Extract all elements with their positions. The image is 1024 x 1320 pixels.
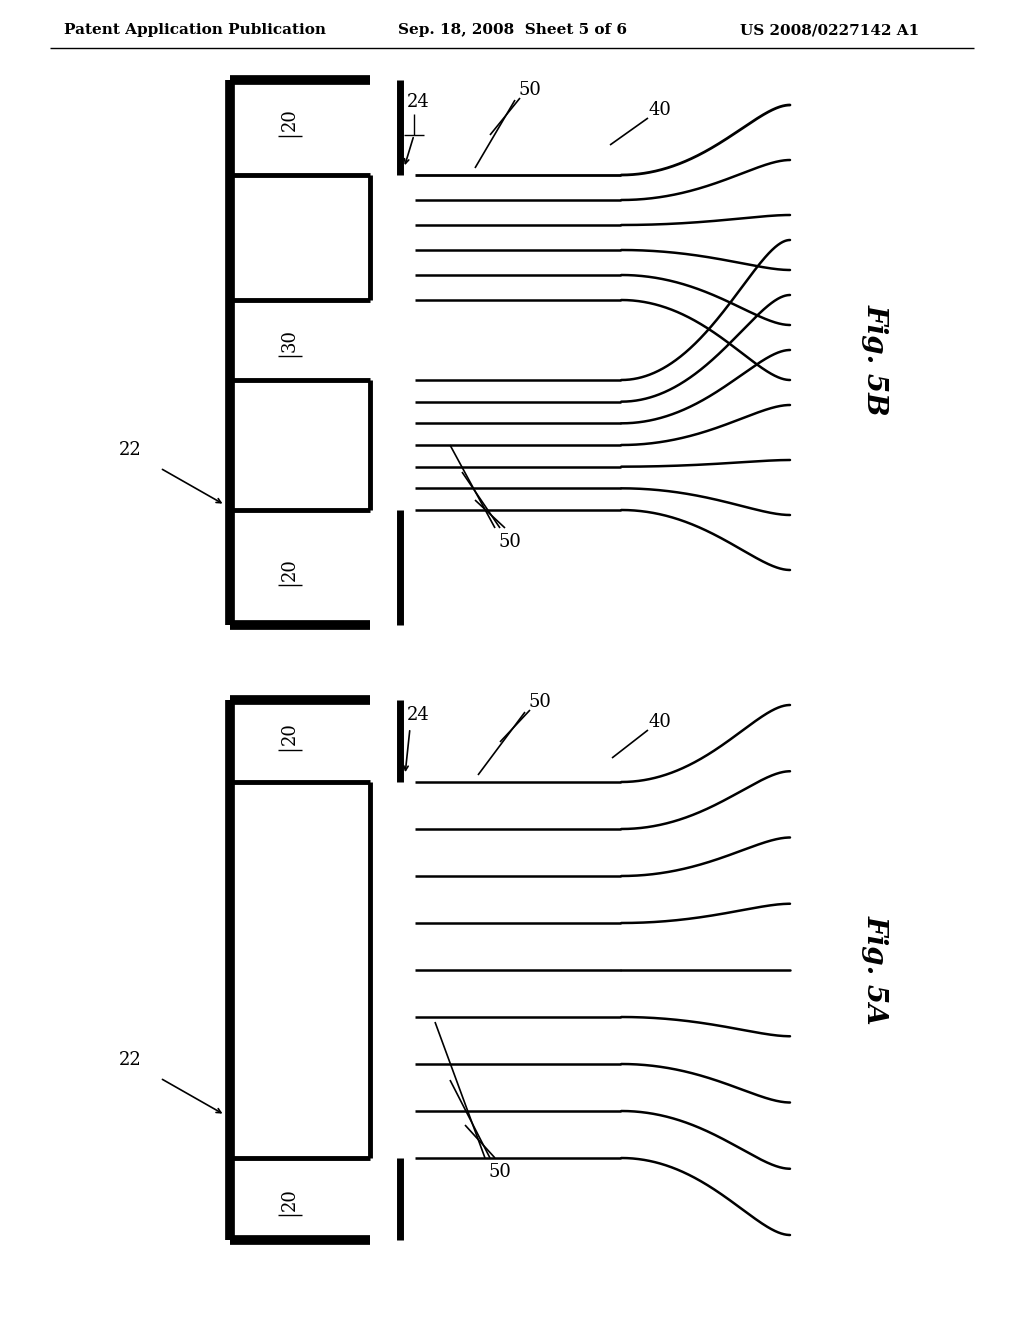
Text: 20: 20 bbox=[281, 108, 299, 132]
Text: 40: 40 bbox=[648, 713, 672, 731]
Text: 20: 20 bbox=[281, 558, 299, 581]
Text: 22: 22 bbox=[119, 441, 141, 459]
Text: Patent Application Publication: Patent Application Publication bbox=[63, 22, 326, 37]
Text: Sep. 18, 2008  Sheet 5 of 6: Sep. 18, 2008 Sheet 5 of 6 bbox=[397, 22, 627, 37]
Text: 50: 50 bbox=[518, 81, 542, 99]
Text: 24: 24 bbox=[407, 92, 429, 111]
Text: Fig. 5A: Fig. 5A bbox=[861, 915, 889, 1024]
Text: US 2008/0227142 A1: US 2008/0227142 A1 bbox=[740, 22, 920, 37]
Text: 22: 22 bbox=[119, 1051, 141, 1069]
Text: 20: 20 bbox=[281, 1188, 299, 1212]
Text: 20: 20 bbox=[281, 722, 299, 746]
Text: 40: 40 bbox=[648, 102, 672, 119]
Text: 24: 24 bbox=[407, 706, 429, 723]
Text: 50: 50 bbox=[488, 1163, 511, 1181]
Text: 50: 50 bbox=[528, 693, 552, 711]
Text: Fig. 5B: Fig. 5B bbox=[861, 304, 889, 416]
Text: 30: 30 bbox=[281, 329, 299, 351]
Text: 50: 50 bbox=[499, 533, 521, 550]
